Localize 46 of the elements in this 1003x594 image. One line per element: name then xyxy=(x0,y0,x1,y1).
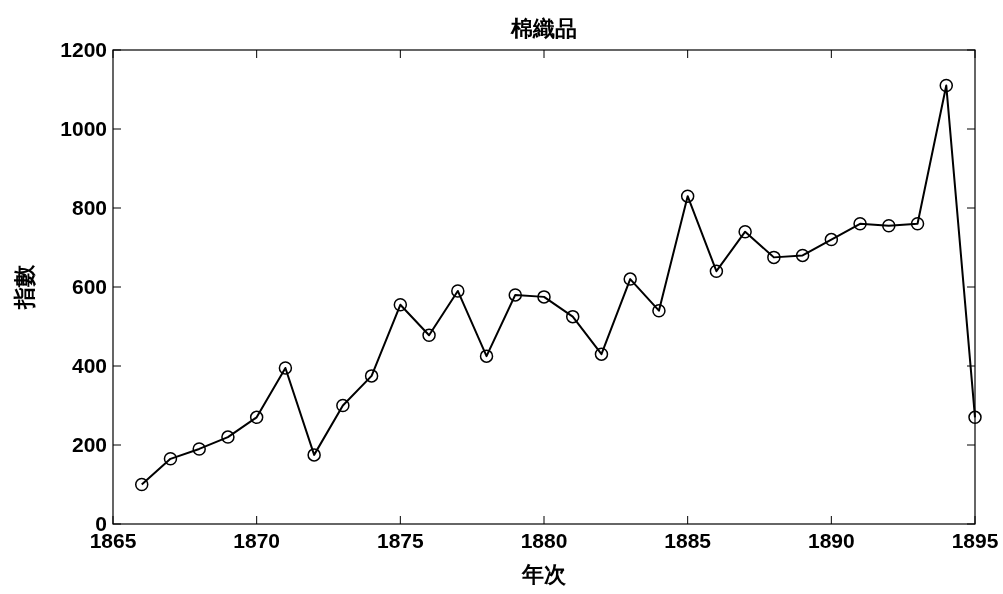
point xyxy=(623,272,637,286)
point xyxy=(680,189,695,203)
point xyxy=(393,298,408,312)
point xyxy=(249,410,264,425)
point xyxy=(853,217,867,231)
y-tick-label: 400 xyxy=(71,354,107,377)
point xyxy=(882,219,896,233)
point xyxy=(537,290,551,304)
point xyxy=(795,248,810,263)
chart-title: 棉織品 xyxy=(510,16,577,41)
x-tick-label: 1880 xyxy=(520,529,568,552)
x-tick-label: 1870 xyxy=(233,529,281,552)
point xyxy=(968,410,982,425)
point xyxy=(910,217,925,231)
x-tick-label: 1890 xyxy=(807,529,855,552)
y-tick-label: 800 xyxy=(71,196,107,219)
point xyxy=(278,361,293,375)
point xyxy=(134,477,149,492)
point xyxy=(565,309,580,324)
point xyxy=(422,328,436,342)
x-tick-label: 1875 xyxy=(376,529,425,552)
y-tick-label: 0 xyxy=(95,512,107,535)
point xyxy=(939,78,954,93)
point xyxy=(709,264,724,278)
point xyxy=(307,448,321,462)
y-tick-label: 1000 xyxy=(60,117,107,140)
point xyxy=(192,442,206,456)
point xyxy=(364,369,379,383)
point xyxy=(824,232,839,247)
x-tick-label: 1895 xyxy=(951,529,999,552)
point xyxy=(738,224,752,239)
point xyxy=(163,452,178,466)
y-axis-title: 指數 xyxy=(12,264,37,310)
point xyxy=(594,347,609,361)
point xyxy=(767,250,781,265)
point xyxy=(221,430,235,444)
x-tick-label: 1885 xyxy=(664,529,712,552)
point xyxy=(508,288,523,302)
point xyxy=(336,398,350,413)
x-axis-title: 年次 xyxy=(521,562,567,587)
y-tick-label: 1200 xyxy=(60,38,107,61)
y-tick-label: 600 xyxy=(71,275,107,298)
point xyxy=(451,284,465,298)
y-tick-label: 200 xyxy=(71,433,107,456)
point xyxy=(652,303,666,318)
point xyxy=(479,349,494,363)
